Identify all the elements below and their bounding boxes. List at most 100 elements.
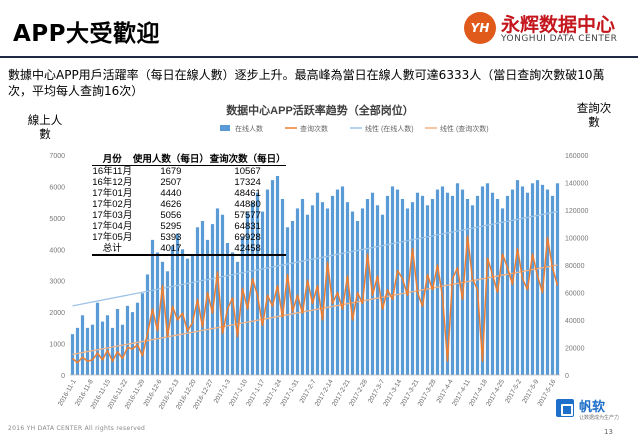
online-users-bar xyxy=(215,208,220,375)
online-users-bar xyxy=(245,211,250,375)
online-users-bar xyxy=(320,202,325,375)
y-right-tick-label: 140000 xyxy=(565,181,588,188)
y-left-tick-label: 1000 xyxy=(49,342,65,349)
logo-name-zh: 永辉数据中心 xyxy=(501,14,616,36)
table-cell: 48461 xyxy=(234,188,261,199)
online-users-bar xyxy=(365,199,370,375)
online-users-bar xyxy=(415,192,420,375)
y-axis-left: 0 1000 2000 3000 4000 5000 6000 7000 xyxy=(49,153,65,380)
online-users-bar xyxy=(445,192,450,375)
table-cell: 64831 xyxy=(234,221,261,232)
online-users-bar xyxy=(80,315,85,375)
online-users-bar xyxy=(155,252,160,375)
online-users-bar xyxy=(325,208,330,375)
y-left-tick-label: 6000 xyxy=(49,184,65,191)
online-users-bar xyxy=(190,255,195,375)
online-users-bar xyxy=(270,180,275,375)
table-row: 17年02月 4626 44880 xyxy=(92,199,286,210)
table-cell: 4440 xyxy=(160,188,182,199)
table-cell: 17年05月 xyxy=(92,232,133,243)
yh-logo-icon: YH xyxy=(464,12,496,44)
online-users-bar xyxy=(400,199,405,375)
online-users-bar xyxy=(540,184,545,375)
online-users-bar xyxy=(350,211,355,375)
line-series xyxy=(72,235,559,364)
table-cell: 42458 xyxy=(209,243,286,256)
y-right-tick-label: 80000 xyxy=(565,263,585,270)
online-users-bar xyxy=(305,214,310,375)
table-cell: 5393 xyxy=(160,232,182,243)
online-users-bar xyxy=(545,189,550,375)
online-users-bar xyxy=(480,186,485,375)
online-users-bar xyxy=(330,195,335,375)
online-users-bar xyxy=(105,315,110,375)
slide-description: 數據中心APP用戶活躍率（每日在線人數）逐步上升。最高峰為當日在線人數可達633… xyxy=(8,68,605,98)
table-row: 17年04月 5295 64831 xyxy=(92,221,286,232)
online-users-bar xyxy=(70,334,75,375)
y-left-tick-label: 2000 xyxy=(49,310,65,317)
online-users-bar xyxy=(295,208,300,375)
table-cell: 17年01月 xyxy=(92,188,133,199)
online-users-bar xyxy=(285,227,290,375)
slide-title: APP大受歡迎 xyxy=(13,21,161,47)
legend-label: 线性 (在线人数) xyxy=(365,124,414,133)
y-right-tick-label: 160000 xyxy=(565,153,588,160)
online-users-bar xyxy=(210,224,215,375)
online-users-bar xyxy=(300,199,305,375)
y-axis-right: 0 20000 40000 60000 80000 100000 120000 140000 1… xyxy=(565,153,588,380)
table-cell: 69928 xyxy=(234,232,261,243)
online-users-bar xyxy=(240,236,245,375)
online-users-bar xyxy=(280,199,285,375)
online-users-bar xyxy=(485,183,490,375)
table-cell: 17年03月 xyxy=(92,210,133,221)
logo-name-en: YONGHUI DATA CENTER xyxy=(501,34,618,44)
online-users-bar xyxy=(90,324,95,375)
y-left-tick-label: 4000 xyxy=(49,247,65,254)
online-users-bar xyxy=(550,195,555,375)
y-right-tick-label: 0 xyxy=(565,373,569,380)
online-users-bar xyxy=(205,239,210,375)
online-users-bar xyxy=(385,195,390,375)
online-users-bar xyxy=(475,195,480,375)
online-users-bar xyxy=(390,186,395,375)
legend-label: 在线人数 xyxy=(235,124,263,133)
online-users-bar xyxy=(275,175,280,375)
online-users-bar xyxy=(375,205,380,375)
online-users-bar xyxy=(125,305,130,375)
online-users-bar xyxy=(110,327,115,375)
table-cell: 5056 xyxy=(160,210,182,221)
query-count-line xyxy=(72,235,559,364)
table-cell: 1679 xyxy=(160,166,182,177)
online-users-bar xyxy=(315,192,320,375)
table-cell: 10567 xyxy=(234,166,261,177)
table-cell: 4626 xyxy=(160,199,182,210)
table-cell: 总计 xyxy=(92,243,133,256)
y-right-tick-label: 60000 xyxy=(565,291,585,298)
table-header: 查询次数（每日） xyxy=(209,154,286,166)
online-users-bar xyxy=(380,214,385,375)
online-users-bar xyxy=(395,189,400,375)
page-number: 13 xyxy=(604,428,613,436)
online-users-bar xyxy=(425,205,430,375)
online-users-bar xyxy=(520,186,525,375)
monthly-summary-table: 月份 使用人数（每日） 查询次数（每日） 16年11月 1679 10567 16年… xyxy=(92,154,286,256)
online-users-bar xyxy=(465,199,470,375)
online-users-bar xyxy=(435,189,440,375)
fanruan-brand: 帆软 让数据成为生产力 xyxy=(556,396,632,424)
online-users-bar xyxy=(250,202,255,375)
legend-label: 线性 (查询次数) xyxy=(440,124,489,133)
online-users-bar xyxy=(500,208,505,375)
online-users-bar xyxy=(555,183,560,375)
table-cell: 17324 xyxy=(234,177,261,188)
y-right-tick-label: 120000 xyxy=(565,208,588,215)
online-users-bar xyxy=(120,324,125,375)
chart-title: 数据中心APP活跃率趋势（全部岗位） xyxy=(226,103,414,117)
online-users-bar xyxy=(345,202,350,375)
online-users-bar xyxy=(135,302,140,375)
table-total-row: 总计 4017 42458 xyxy=(92,243,286,256)
table-header: 使用人数（每日） xyxy=(132,154,210,166)
chart-legend: 在线人数 查询次数 线性 (在线人数) 线性 (查询次数) xyxy=(220,124,489,133)
table-cell: 44880 xyxy=(234,199,261,210)
online-users-bar xyxy=(525,192,530,375)
table-cell: 16年11月 xyxy=(92,166,132,177)
